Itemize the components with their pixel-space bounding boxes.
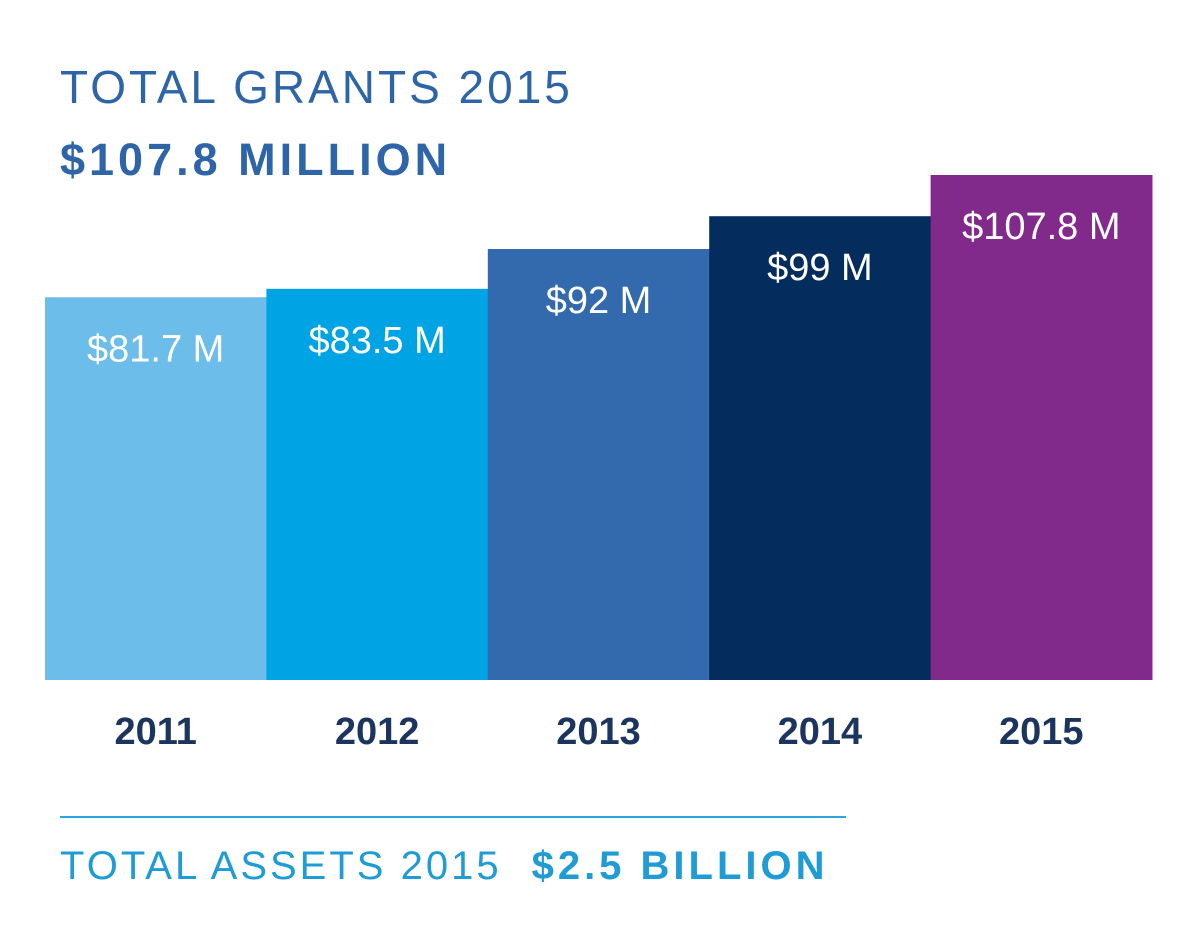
total-assets-label: TOTAL ASSETS 2015 [60, 844, 502, 888]
x-tick-label-2012: 2012 [335, 711, 420, 753]
bar-value-label-2013: $92 M [546, 280, 652, 322]
bar-value-label-2011: $81.7 M [87, 328, 224, 370]
total-grants-amount: $107.8 MILLION [60, 134, 452, 185]
x-tick-label-2013: 2013 [556, 711, 641, 753]
bar-2012 [266, 288, 489, 680]
bar-value-label-2015: $107.8 M [962, 206, 1120, 248]
total-assets-row: TOTAL ASSETS 2015 $2.5 BILLION [60, 846, 829, 886]
chart-title: TOTAL GRANTS 2015 [60, 61, 573, 113]
x-tick-label-2014: 2014 [778, 711, 863, 753]
x-tick-label-2015: 2015 [999, 711, 1084, 753]
bar-2014 [709, 216, 932, 680]
bar-2015 [930, 174, 1153, 680]
x-tick-label-2011: 2011 [114, 711, 196, 753]
bar-value-label-2012: $83.5 M [308, 320, 445, 362]
footer-divider [60, 816, 846, 818]
bar-2013 [487, 249, 710, 680]
bar-2011 [45, 297, 267, 680]
total-assets-value: $2.5 BILLION [531, 844, 829, 888]
bar-value-label-2014: $99 M [767, 247, 873, 289]
grants-bar-chart: $81.7 M 2011 $83.5 M 2012 $92 M 2013 $99 M 2014… [45, 174, 1153, 753]
